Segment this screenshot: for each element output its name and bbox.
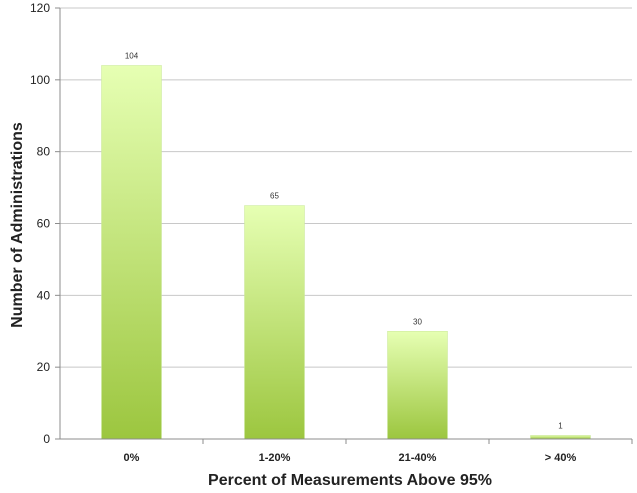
bar: [244, 205, 305, 440]
y-tick-label: 100: [30, 73, 50, 87]
y-tick-label: 0: [43, 432, 50, 446]
y-axis-ticks: 0 20 40 60 80 100 120: [30, 1, 60, 446]
x-tick-label: 0%: [124, 452, 140, 464]
data-label: 1: [558, 421, 563, 430]
y-axis-title: Number of Administrations: [9, 122, 26, 328]
y-tick-label: 80: [37, 145, 51, 159]
bar: [101, 65, 162, 440]
y-tick-label: 60: [37, 217, 51, 231]
data-label: 30: [413, 317, 422, 326]
bar: [387, 331, 448, 440]
bars: [101, 65, 591, 440]
data-labels: 104 65 30 1: [125, 51, 563, 430]
axes: [59, 8, 632, 440]
bar: [530, 435, 591, 440]
x-axis-ticks: 0% 1-20% 21-40% > 40%: [124, 439, 633, 464]
data-label: 65: [270, 192, 279, 201]
y-tick-label: 40: [37, 288, 51, 302]
x-tick-label: 1-20%: [259, 452, 291, 464]
x-tick-label: 21-40%: [399, 452, 437, 464]
y-tick-label: 20: [37, 360, 51, 374]
x-axis-title: Percent of Measurements Above 95%: [208, 472, 492, 489]
data-label: 104: [125, 51, 139, 60]
x-tick-label: > 40%: [545, 452, 577, 464]
y-tick-label: 120: [30, 1, 50, 15]
